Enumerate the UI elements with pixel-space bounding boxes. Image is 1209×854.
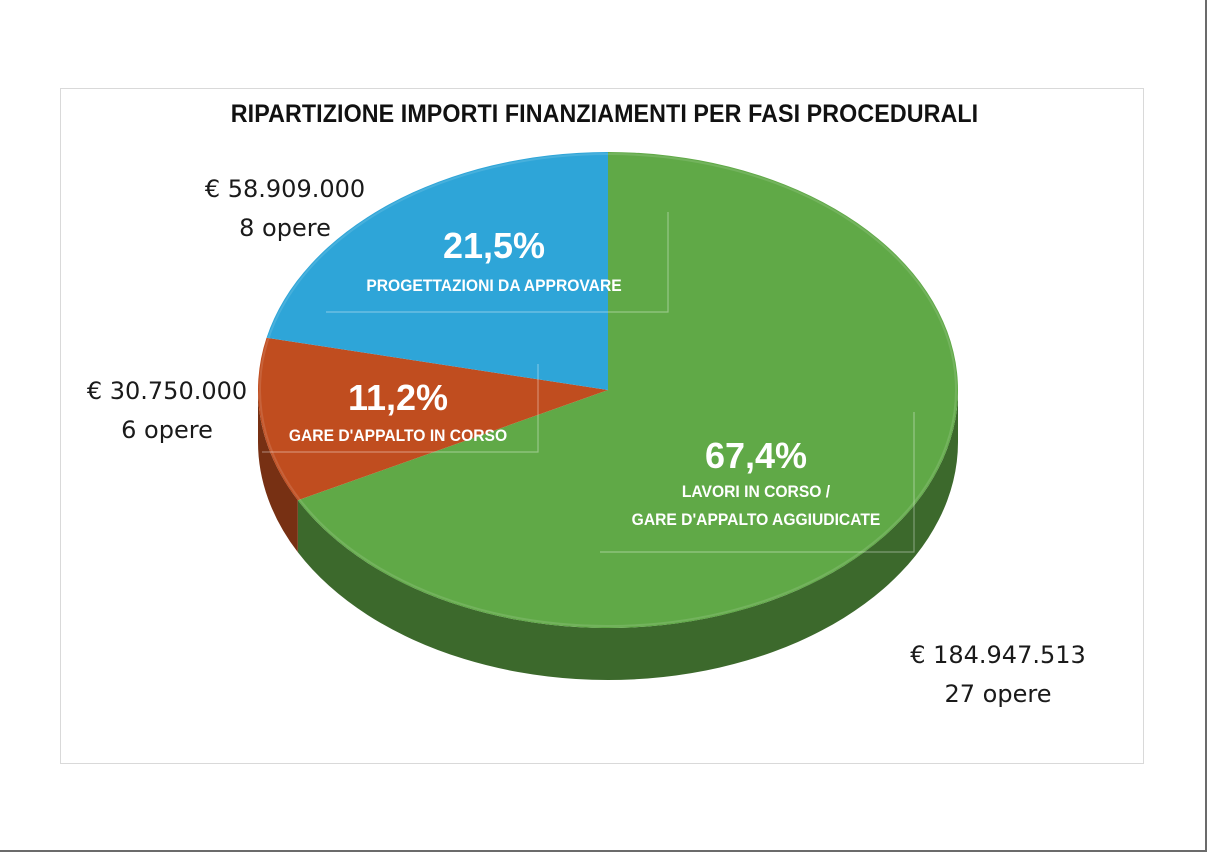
- callout-box-1: [262, 364, 539, 453]
- amount-label-gare-in-corso: € 30.750.000: [86, 377, 248, 405]
- category-label-0-1: GARE D'APPALTO AGGIUDICATE: [632, 510, 881, 529]
- category-label-0-0: LAVORI IN CORSO /: [682, 482, 831, 501]
- pie-slice-2: [266, 152, 608, 390]
- callout-box-2: [326, 212, 669, 313]
- pie-side-0: [297, 390, 958, 680]
- outside-label-lavori: € 184.947.513 27 opere: [888, 636, 1108, 714]
- outside-label-gare-in-corso: € 30.750.000 6 opere: [62, 372, 272, 450]
- percent-label-1: 11,2%: [348, 377, 448, 418]
- amount-label-lavori: € 184.947.513: [910, 641, 1086, 669]
- category-label-1-0: GARE D'APPALTO IN CORSO: [289, 426, 508, 445]
- amount-label-progettazioni: € 58.909.000: [204, 175, 366, 203]
- pie-slice-0: [297, 152, 958, 628]
- percent-label-0: 67,4%: [705, 435, 807, 476]
- percent-label-2: 21,5%: [443, 225, 545, 266]
- pie-rim: [259, 153, 957, 627]
- count-label-progettazioni: 8 opere: [239, 214, 331, 242]
- count-label-gare-in-corso: 6 opere: [121, 416, 213, 444]
- chart-title: RIPARTIZIONE IMPORTI FINANZIAMENTI PER F…: [230, 100, 979, 128]
- outside-label-progettazioni: € 58.909.000 8 opere: [180, 170, 390, 248]
- count-label-lavori: 27 opere: [944, 680, 1052, 708]
- callout-box-0: [600, 412, 915, 553]
- pie-slice-1: [257, 337, 608, 501]
- category-label-2-0: PROGETTAZIONI DA APPROVARE: [366, 276, 621, 295]
- pie-side-1: [258, 390, 298, 553]
